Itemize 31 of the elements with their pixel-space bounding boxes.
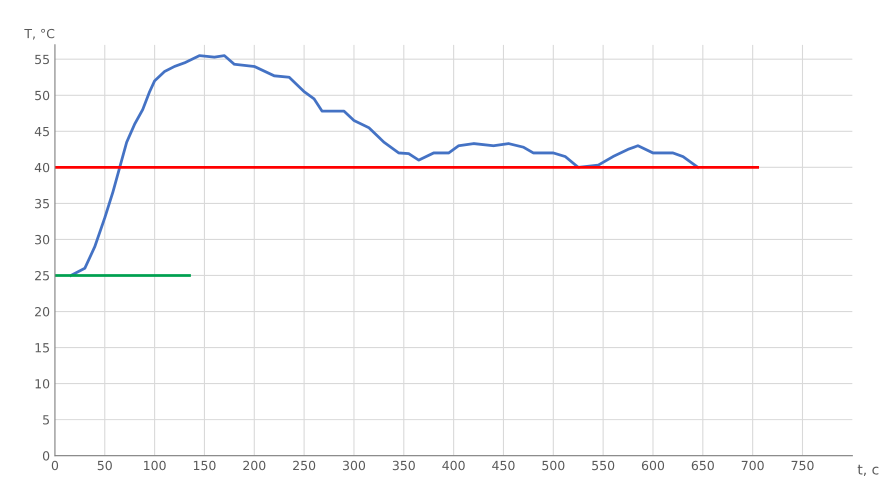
x-tick-label: 100 (144, 460, 166, 470)
x-tick-label: 200 (243, 460, 266, 470)
x-tick-label: 350 (392, 460, 415, 470)
y-tick-label: 10 (36, 379, 50, 389)
y-tick-label: 20 (35, 306, 50, 316)
line-series (69, 54, 700, 277)
x-tick-label: 0 (52, 460, 58, 470)
y-tick-label: 0 (42, 451, 50, 461)
x-tick-label: 500 (542, 460, 564, 470)
y-axis-title: T, °C (24, 28, 54, 40)
x-tick-label: 700 (742, 460, 764, 470)
x-tick-label: 550 (592, 460, 614, 470)
x-tick-label: 300 (342, 460, 366, 470)
y-tick-label: 55 (35, 54, 49, 64)
y-tick-label: 25 (35, 270, 49, 280)
x-tick-label: 650 (692, 460, 714, 470)
x-tick-label: 400 (442, 460, 465, 470)
x-tick-label: 150 (194, 460, 216, 470)
y-tick-label: 40 (34, 162, 50, 172)
y-tick-label: 15 (36, 343, 49, 352)
x-tick-label: 50 (98, 460, 112, 470)
x-axis-title: t, c (858, 464, 878, 476)
y-tick-label: 35 (35, 198, 49, 208)
x-tick-label: 250 (293, 460, 316, 470)
y-tick-label: 30 (35, 234, 50, 244)
y-tick-label: 45 (34, 126, 49, 136)
y-tick-label: 5 (43, 415, 49, 425)
y-tick-label: 50 (35, 90, 50, 100)
x-tick-label: 750 (792, 460, 814, 470)
x-tick-label: 600 (642, 460, 664, 470)
x-tick-label: 450 (492, 460, 515, 470)
